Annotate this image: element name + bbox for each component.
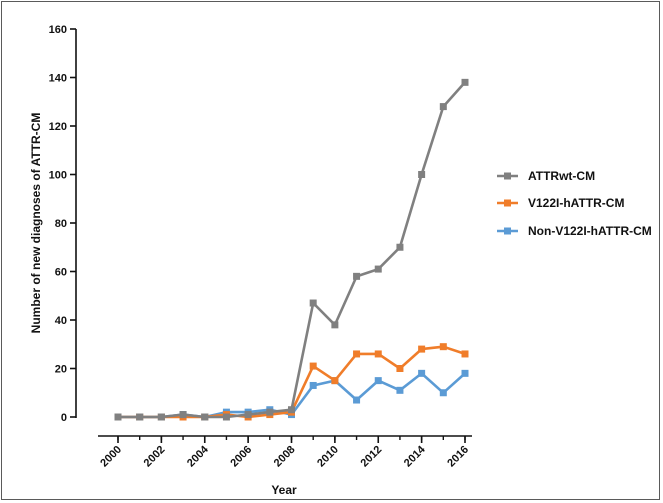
data-point <box>331 321 339 329</box>
legend-item: V122I-hATTR-CM <box>497 196 624 210</box>
data-point <box>396 365 404 372</box>
y-tick-label: 40 <box>55 315 67 327</box>
data-point <box>374 377 382 385</box>
legend-item: ATTRwt-CM <box>497 169 595 183</box>
data-point <box>266 408 274 416</box>
legend: ATTRwt-CM V122I-hATTR-CM Non-V122I-hATTR-C… <box>497 169 652 238</box>
legend-swatch-marker <box>504 227 511 235</box>
x-axis-label: Year <box>271 483 297 497</box>
data-point <box>114 413 122 421</box>
legend-swatch-marker <box>504 172 511 180</box>
legend-label: ATTRwt-CM <box>528 169 595 183</box>
data-point <box>353 350 361 358</box>
x-tick-label: 2004 <box>185 443 211 469</box>
y-tick-label: 60 <box>55 267 67 279</box>
data-point <box>331 377 339 385</box>
y-tick-label: 140 <box>49 73 67 85</box>
y-tick-label: 160 <box>49 24 67 36</box>
data-point <box>309 362 317 370</box>
x-tick-label: 2002 <box>142 444 168 470</box>
data-point <box>222 413 230 421</box>
data-point <box>244 411 252 419</box>
data-point <box>374 265 382 273</box>
x-tick-label: 2006 <box>228 444 254 470</box>
data-point <box>353 272 361 280</box>
data-point <box>439 389 447 397</box>
data-point <box>461 350 469 358</box>
x-tick-label: 2016 <box>445 444 471 470</box>
x-tick-label: 2008 <box>272 444 298 470</box>
legend-swatch-marker <box>504 199 511 207</box>
data-point <box>179 411 187 419</box>
data-point <box>309 299 317 307</box>
y-tick-label: 0 <box>61 412 67 424</box>
x-tick-label: 2012 <box>359 444 385 470</box>
legend-label: Non-V122I-hATTR-CM <box>528 224 652 238</box>
series-ATTRwt-CM <box>114 78 469 421</box>
data-point <box>353 396 361 404</box>
legend-item: Non-V122I-hATTR-CM <box>497 224 652 238</box>
x-tick-label: 2014 <box>402 443 428 469</box>
data-point <box>439 103 447 111</box>
y-tick-label: 100 <box>49 170 67 182</box>
legend-label: V122I-hATTR-CM <box>528 196 624 210</box>
axes: 0 20 40 60 80 100 120 140 160 2000 2002 2004 2006 200… <box>49 24 472 469</box>
data-point <box>136 413 144 421</box>
y-tick-label: 80 <box>55 218 67 230</box>
data-point <box>309 381 317 389</box>
y-axis-label: Number of new diagnoses of ATTR-CM <box>29 113 43 334</box>
data-point <box>201 413 209 421</box>
data-point <box>157 413 165 421</box>
x-tick-label: 2000 <box>98 444 124 470</box>
y-tick-label: 20 <box>55 364 67 376</box>
series-layer <box>114 78 469 421</box>
data-point <box>374 350 382 358</box>
data-point <box>396 243 404 251</box>
data-point <box>439 343 447 351</box>
data-point <box>288 406 295 414</box>
data-point <box>396 386 404 394</box>
x-tick-label: 2010 <box>315 444 341 470</box>
data-point <box>418 345 426 353</box>
data-point <box>461 369 469 377</box>
data-point <box>418 369 426 377</box>
data-point <box>461 78 469 86</box>
y-tick-label: 120 <box>49 121 67 133</box>
data-point <box>418 171 426 178</box>
series-line <box>118 81 466 419</box>
